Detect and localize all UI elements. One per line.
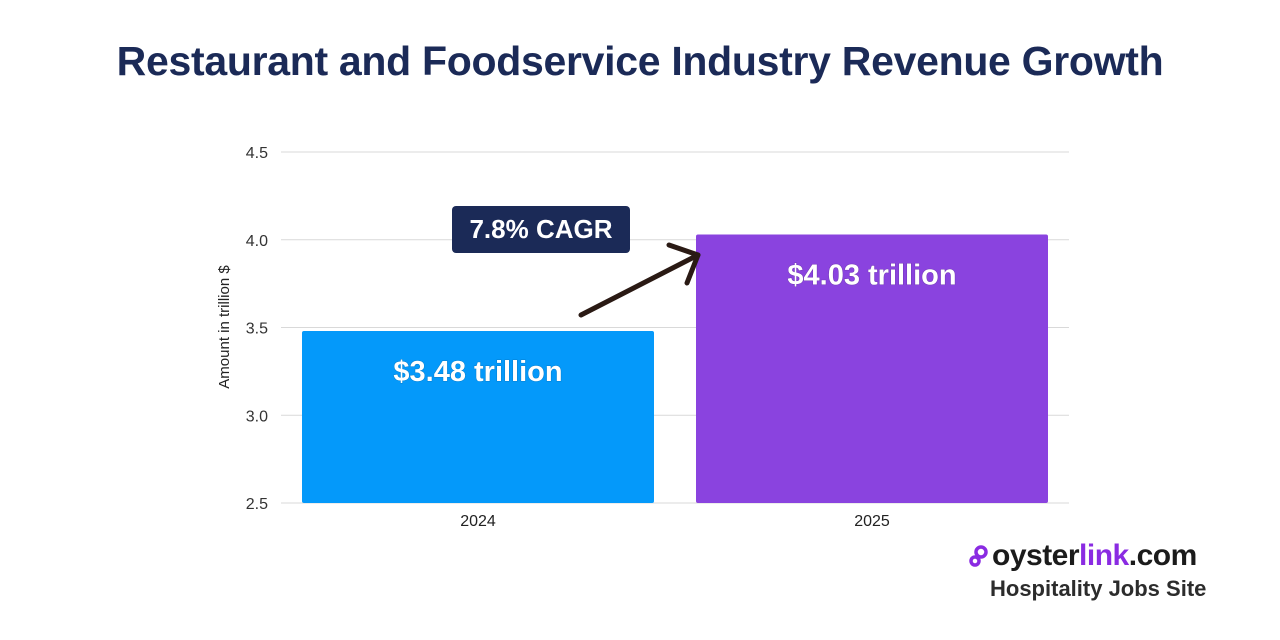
cagr-label: 7.8% CAGR bbox=[469, 214, 612, 244]
brand-part-link: link bbox=[1079, 539, 1129, 572]
y-tick-label: 3.5 bbox=[246, 321, 268, 338]
x-tick-labels: 2024 2025 bbox=[460, 513, 890, 530]
brand-part-oyster: oyster bbox=[992, 539, 1080, 572]
bars: $3.48 trillion $4.03 trillion bbox=[302, 234, 1048, 504]
y-tick-label: 2.5 bbox=[246, 496, 268, 513]
brand-tagline: Hospitality Jobs Site bbox=[990, 576, 1207, 601]
brand-part-com: .com bbox=[1128, 539, 1198, 572]
y-axis-label: Amount in trillion $ bbox=[216, 265, 233, 389]
y-tick-labels: 2.5 3.0 3.5 4.0 4.5 bbox=[246, 145, 268, 513]
bar-2024 bbox=[302, 331, 654, 503]
y-tick-label: 4.0 bbox=[246, 233, 268, 250]
bar-2025 bbox=[696, 234, 1048, 504]
growth-arrow-icon bbox=[578, 242, 701, 318]
y-tick-label: 4.5 bbox=[246, 145, 268, 162]
oyster-logo-icon bbox=[969, 545, 988, 567]
y-tick-label: 3.0 bbox=[246, 408, 268, 425]
chart-title: Restaurant and Foodservice Industry Reve… bbox=[116, 38, 1164, 84]
cagr-annotation: 7.8% CAGR bbox=[452, 206, 701, 318]
brand-logo[interactable]: oyster link .com Hospitality Jobs Site bbox=[968, 538, 1230, 602]
x-tick-label: 2024 bbox=[460, 513, 496, 530]
cagr-badge bbox=[452, 206, 630, 253]
x-tick-label: 2025 bbox=[854, 513, 890, 530]
bar-value-label: $4.03 trillion bbox=[787, 259, 956, 291]
bar-value-label: $3.48 trillion bbox=[393, 356, 562, 388]
